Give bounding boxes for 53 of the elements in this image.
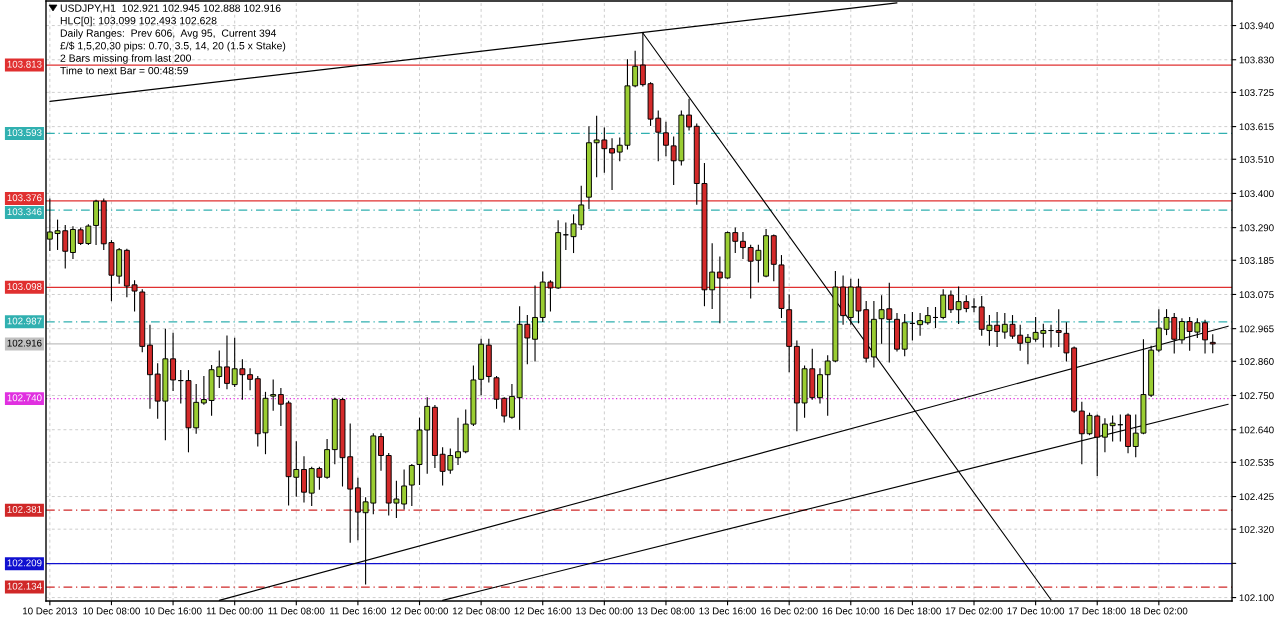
- chart-title: USDJPY,H1 102.921 102.945 102.888 102.916: [60, 4, 281, 14]
- y-tick-label: 102.965: [1239, 325, 1274, 333]
- x-tick-label: 10 Dec 2013: [23, 607, 77, 615]
- ref-line-label: 103.593: [7, 129, 42, 137]
- x-tick-label: 18 Dec 02:00: [1130, 607, 1188, 615]
- y-tick-label: 103.615: [1239, 123, 1274, 131]
- x-tick-label: 17 Dec 10:00: [1007, 607, 1065, 615]
- ref-line-label: 103.098: [7, 283, 42, 290]
- x-tick-label: 16 Dec 18:00: [884, 607, 941, 615]
- y-tick-label: 102.750: [1239, 392, 1274, 400]
- x-tick-label: 13 Dec 00:00: [576, 607, 633, 615]
- x-tick-label: 11 Dec 00:00: [206, 607, 263, 615]
- x-tick-label: 12 Dec 00:00: [391, 607, 449, 615]
- x-tick-label: 16 Dec 10:00: [822, 607, 880, 615]
- annotation: Daily Ranges: Prev 606, Avg 95, Current 394: [60, 29, 277, 39]
- x-tick-label: 12 Dec 16:00: [514, 607, 572, 615]
- x-tick-label: 11 Dec 16:00: [330, 607, 387, 615]
- annotation: 2 Bars missing from last 200: [60, 54, 192, 64]
- y-tick-label: 102.860: [1239, 358, 1274, 365]
- y-tick-label: 102.320: [1239, 525, 1274, 533]
- y-tick-label: 103.400: [1239, 190, 1274, 198]
- x-tick-label: 17 Dec 02:00: [945, 607, 1003, 615]
- x-tick-label: 17 Dec 18:00: [1069, 607, 1126, 615]
- y-tick-label: 102.425: [1239, 493, 1274, 501]
- y-tick-label: 103.830: [1239, 56, 1274, 64]
- y-tick-label: 103.510: [1239, 155, 1274, 163]
- ref-line-label: 103.346: [7, 208, 42, 216]
- y-tick-label: 103.075: [1239, 291, 1274, 299]
- x-tick-label: 16 Dec 02:00: [761, 607, 818, 615]
- y-tick-label: 102.640: [1239, 426, 1274, 434]
- annotation: HLC[0]: 103.099 102.493 102.628: [60, 16, 217, 27]
- ref-line-label: 103.376: [7, 194, 42, 202]
- ref-line-label: 102.740: [7, 394, 42, 402]
- annotation: Time to next Bar = 00:48:59: [60, 66, 188, 75]
- y-tick-label: 102.100: [1239, 594, 1274, 602]
- annotation: £/$ 1,5,20,30 pips: 0.70, 3.5, 14, 20 (1.5 x Stake): [60, 41, 286, 52]
- x-tick-label: 10 Dec 16:00: [144, 607, 202, 615]
- ref-line-label: 102.134: [7, 582, 42, 590]
- y-tick-label: 103.290: [1239, 224, 1274, 232]
- x-tick-label: 13 Dec 16:00: [699, 607, 757, 615]
- x-tick-label: 13 Dec 08:00: [637, 607, 695, 615]
- ref-line-label: 102.987: [7, 317, 42, 325]
- ref-line-label: 102.916: [7, 339, 42, 347]
- ref-line-label: 102.381: [7, 505, 42, 513]
- x-tick-label: 11 Dec 08:00: [268, 607, 325, 615]
- y-tick-label: 102.535: [1239, 459, 1274, 466]
- y-tick-label: 103.940: [1239, 22, 1274, 30]
- ref-line-label: 103.813: [7, 60, 42, 68]
- ref-line-label: 102.209: [7, 559, 42, 567]
- y-tick-label: 103.725: [1239, 89, 1274, 97]
- y-tick-label: 103.185: [1239, 257, 1274, 264]
- x-tick-label: 10 Dec 08:00: [83, 607, 140, 615]
- x-tick-label: 12 Dec 08:00: [452, 607, 510, 615]
